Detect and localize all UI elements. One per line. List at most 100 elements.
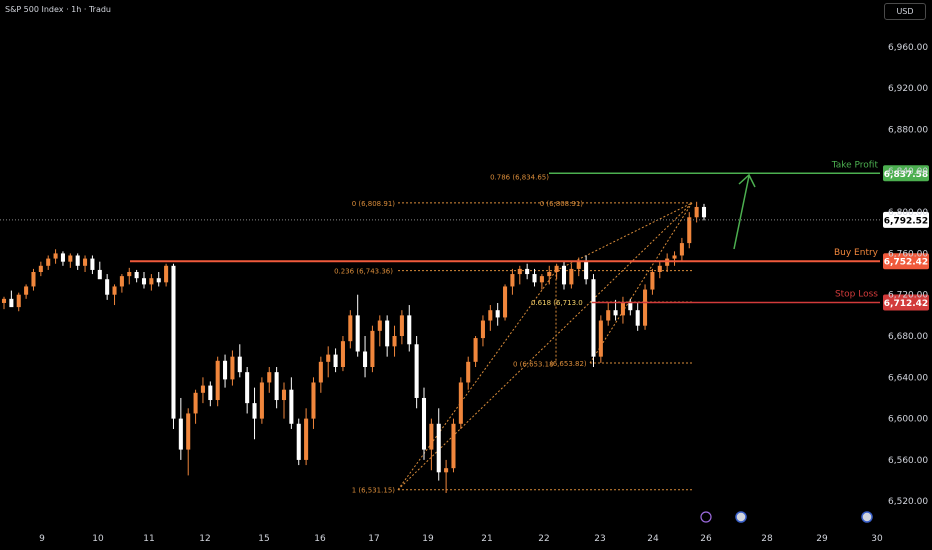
candle	[75, 253, 80, 270]
candle-body	[539, 276, 544, 283]
candle-body	[267, 372, 272, 383]
current-price-tag: 6,792.52	[883, 211, 929, 228]
x-tick-label: 30	[871, 534, 883, 544]
y-tick-label: 6,920.00	[888, 84, 928, 94]
candle-body	[473, 338, 478, 362]
candle-body	[97, 269, 102, 280]
event-us-flag-icon	[735, 511, 747, 523]
buy-entry-label: Buy Entry	[834, 248, 879, 258]
candle	[444, 459, 449, 493]
candle-body	[9, 298, 14, 308]
candle	[466, 356, 471, 390]
candle	[31, 268, 36, 291]
candle	[620, 296, 625, 324]
candle-body	[223, 360, 228, 380]
candle	[392, 325, 397, 357]
candle	[355, 294, 360, 357]
currency-selector[interactable]: USD	[884, 3, 926, 20]
candle-body	[480, 320, 485, 339]
candle	[473, 336, 478, 367]
candle	[90, 255, 95, 275]
candle	[208, 381, 213, 407]
candle-body	[171, 265, 176, 419]
candle-body	[385, 320, 390, 347]
candle-body	[127, 272, 132, 277]
fib-label: 0 (6,653.18	[513, 361, 554, 369]
candle-body	[591, 279, 596, 357]
candle-body	[503, 286, 508, 318]
candle-body	[554, 265, 559, 272]
candle-body	[149, 278, 154, 285]
candle-body	[561, 265, 567, 285]
candle	[16, 292, 21, 312]
candle	[267, 366, 272, 393]
x-tick-label: 29	[816, 534, 828, 544]
x-tick-label: 22	[538, 534, 549, 544]
candle	[525, 263, 530, 280]
candle-body	[1, 298, 7, 303]
candle-body	[628, 302, 633, 311]
candles-layer	[1, 201, 707, 493]
candle-body	[436, 423, 441, 473]
candle	[164, 263, 169, 287]
candle	[495, 302, 500, 326]
candle	[340, 336, 345, 372]
candle-body	[16, 294, 21, 308]
candle-body	[701, 206, 707, 218]
fib-label: 1 (6,531.15)	[352, 487, 396, 495]
up-arrow-icon	[733, 175, 750, 250]
candle-body	[311, 382, 316, 419]
candle-body	[584, 261, 589, 280]
candle-body	[200, 385, 205, 393]
x-tick-label: 17	[368, 534, 379, 544]
candle-body	[252, 403, 257, 419]
candle-body	[363, 351, 368, 367]
candle-body	[340, 341, 345, 367]
candle-body	[451, 423, 456, 469]
candle	[532, 268, 537, 287]
candle-body	[392, 336, 397, 347]
candle	[274, 366, 279, 409]
candle	[628, 298, 633, 316]
candle-body	[620, 302, 625, 316]
candle	[421, 387, 427, 460]
candle	[488, 305, 493, 331]
candle-body	[333, 354, 338, 367]
x-tick-label: 23	[594, 534, 605, 544]
candle	[193, 389, 198, 424]
candle-body	[598, 320, 603, 357]
candle	[68, 253, 73, 268]
fibonacci-layer: 0 (6,808.91) 0.236 (6,743.36) 1 (6,531.15)…	[334, 173, 693, 495]
x-tick-label: 9	[39, 534, 45, 544]
candle-body	[178, 418, 183, 450]
candle-body	[458, 382, 463, 424]
candle-body	[429, 423, 434, 450]
candle-body	[31, 272, 36, 287]
candle	[230, 350, 235, 386]
candle	[171, 263, 176, 429]
candle	[1, 296, 7, 310]
candle	[97, 261, 102, 280]
levels-layer: Take Profit Buy Entry Stop Loss 6,837.58 6,7…	[0, 160, 929, 311]
candle-body	[193, 392, 198, 414]
candle	[105, 274, 110, 300]
candle	[635, 302, 640, 331]
candle	[539, 274, 544, 290]
event-us-flag-icon	[861, 511, 873, 523]
y-tick-label: 6,520.00	[888, 497, 928, 507]
candle	[215, 356, 220, 407]
candle-body	[68, 255, 73, 262]
candle-body	[672, 255, 677, 259]
candle-body	[576, 261, 581, 269]
y-tick-label: 6,560.00	[888, 456, 928, 466]
candle-body	[643, 289, 648, 326]
candle-body	[24, 286, 29, 295]
candle	[672, 251, 677, 266]
candle	[119, 274, 124, 293]
fib-trend	[589, 202, 693, 364]
candle	[178, 397, 183, 460]
current-price-tag-text: 6,792.52	[884, 216, 928, 226]
candle-body	[105, 279, 110, 295]
x-tick-label: 15	[258, 534, 269, 544]
